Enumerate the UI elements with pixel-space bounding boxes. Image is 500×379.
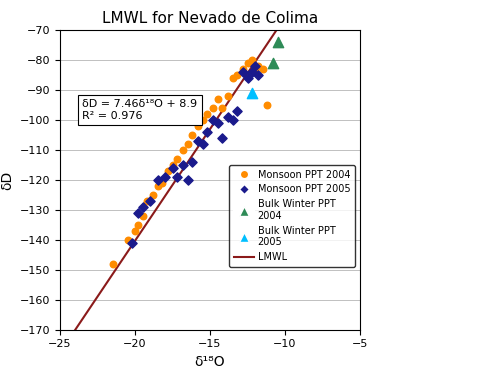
- Point: [188, 132, 196, 138]
- Point: [188, 159, 196, 165]
- Point: [198, 141, 206, 147]
- Point: [254, 63, 262, 69]
- Point: [194, 138, 202, 144]
- Point: [194, 123, 202, 129]
- Point: [228, 117, 236, 123]
- Point: [239, 66, 247, 72]
- Point: [248, 57, 256, 63]
- Point: [131, 228, 139, 234]
- Point: [179, 147, 187, 153]
- Point: [154, 177, 162, 183]
- Point: [179, 162, 187, 168]
- Point: [214, 120, 222, 126]
- Point: [184, 141, 192, 147]
- Point: [168, 165, 176, 171]
- Point: [251, 63, 259, 69]
- Point: [146, 198, 154, 204]
- Point: [168, 162, 176, 168]
- Point: [224, 93, 232, 99]
- Point: [254, 72, 262, 78]
- Legend: Monsoon PPT 2004, Monsoon PPT 2005, Bulk Winter PPT
2004, Bulk Winter PPT
2005, : Monsoon PPT 2004, Monsoon PPT 2005, Bulk…: [230, 165, 355, 267]
- Point: [251, 66, 259, 72]
- Point: [274, 39, 281, 45]
- Point: [209, 117, 217, 123]
- Point: [209, 105, 217, 111]
- Point: [244, 60, 252, 66]
- Point: [248, 69, 256, 75]
- X-axis label: δ¹⁸O: δ¹⁸O: [194, 355, 226, 369]
- Point: [218, 135, 226, 141]
- Point: [214, 96, 222, 102]
- Point: [161, 174, 169, 180]
- Point: [128, 240, 136, 246]
- Point: [228, 75, 236, 81]
- Point: [154, 183, 162, 189]
- Point: [134, 210, 142, 216]
- Text: δD = 7.46δ¹⁸O + 8.9
R² = 0.976: δD = 7.46δ¹⁸O + 8.9 R² = 0.976: [82, 99, 198, 121]
- Point: [143, 198, 151, 204]
- Point: [138, 204, 146, 210]
- Y-axis label: δD: δD: [0, 171, 14, 190]
- Point: [224, 114, 232, 120]
- Point: [258, 66, 266, 72]
- Point: [203, 111, 211, 117]
- Title: LMWL for Nevado de Colima: LMWL for Nevado de Colima: [102, 11, 318, 27]
- Point: [233, 108, 241, 114]
- Point: [269, 60, 277, 66]
- Point: [138, 213, 146, 219]
- Point: [158, 180, 166, 186]
- Point: [164, 168, 172, 174]
- Point: [108, 261, 116, 267]
- Point: [263, 102, 271, 108]
- Point: [184, 177, 192, 183]
- Point: [248, 90, 256, 96]
- Point: [149, 192, 157, 198]
- Point: [203, 129, 211, 135]
- Point: [239, 69, 247, 75]
- Point: [198, 117, 206, 123]
- Point: [233, 72, 241, 78]
- Point: [134, 222, 142, 228]
- Point: [244, 75, 252, 81]
- Point: [124, 237, 132, 243]
- Point: [173, 174, 181, 180]
- Point: [173, 156, 181, 162]
- Point: [218, 105, 226, 111]
